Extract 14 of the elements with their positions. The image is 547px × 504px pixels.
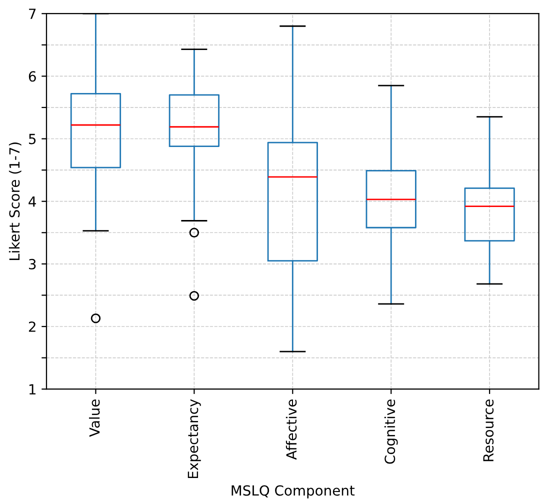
y-tick-label: 4 <box>28 196 36 207</box>
y-tick-label: 5 <box>29 134 36 144</box>
x-tick-label: Resource <box>483 400 494 462</box>
y-tick-label: 6 <box>28 71 36 82</box>
y-axis-title: Likert Score (1-7) <box>8 142 22 260</box>
x-tick-label: Value <box>89 400 100 437</box>
y-tick-label: 3 <box>28 258 36 270</box>
x-axis-title: MSLQ Component <box>232 485 355 498</box>
y-tick-label: 7 <box>29 8 36 19</box>
y-tick-label: 2 <box>28 321 36 332</box>
y-tick-label: 1 <box>29 384 36 394</box>
x-tick-label: Expectancy <box>188 399 201 478</box>
x-tick-label: Cognitive <box>384 400 398 464</box>
x-tick-label: Affective <box>286 400 297 460</box>
